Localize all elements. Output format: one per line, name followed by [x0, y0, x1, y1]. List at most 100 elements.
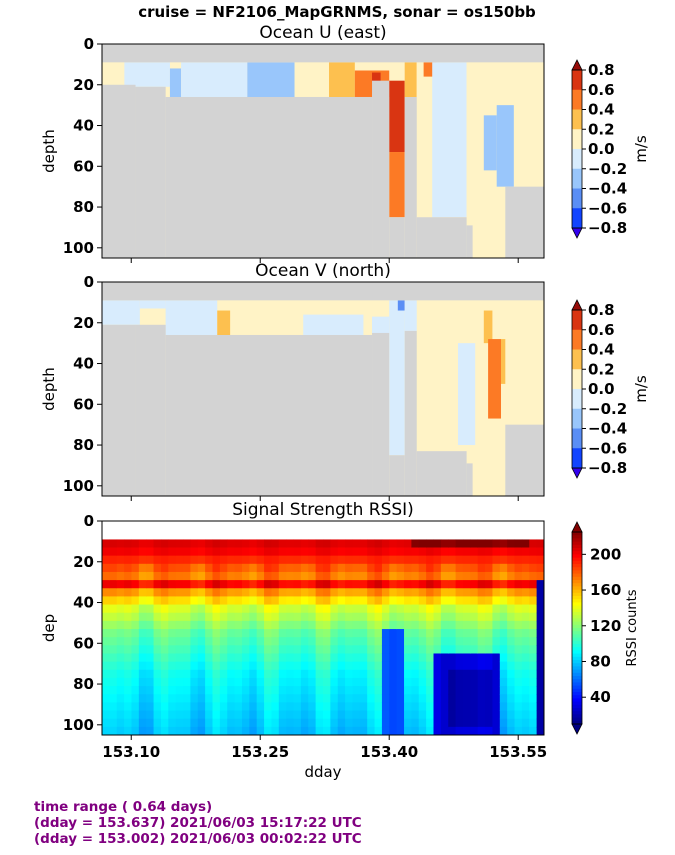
colorbar-segment: [572, 650, 582, 654]
rssi-cell: [456, 572, 464, 581]
rssi-cell: [198, 539, 206, 548]
rssi-cell: [478, 645, 486, 654]
rssi-cell: [485, 711, 493, 720]
rssi-cell: [235, 711, 243, 720]
y-tick-label: 20: [73, 314, 94, 332]
rssi-cell: [102, 580, 110, 589]
rssi-cell: [492, 621, 500, 630]
rssi-cell: [492, 539, 500, 548]
rssi-cell: [441, 613, 449, 622]
rssi-cell: [154, 662, 162, 671]
rssi-cell: [463, 678, 471, 687]
colorbar-segment: [572, 70, 582, 90]
colorbar-segment: [572, 409, 582, 429]
rssi-cell: [441, 678, 449, 687]
rssi-cell: [294, 613, 302, 622]
rssi-cell: [470, 588, 478, 597]
rssi-cell: [382, 564, 390, 573]
rssi-cell: [470, 596, 478, 605]
rssi-cell: [257, 564, 265, 573]
rssi-cell: [419, 539, 427, 548]
colorbar-segment: [572, 628, 582, 632]
rssi-cell: [375, 686, 383, 695]
rssi-cell: [529, 605, 537, 614]
rssi-cell: [102, 719, 110, 728]
rssi-cell: [448, 539, 456, 548]
rssi-cell: [249, 572, 257, 581]
rssi-cell: [190, 613, 198, 622]
rssi-cell: [323, 539, 331, 548]
rssi-cell: [456, 564, 464, 573]
rssi-cell: [264, 596, 272, 605]
colorbar-segment: [572, 660, 582, 664]
rssi-cell: [478, 547, 486, 556]
rssi-cell: [235, 678, 243, 687]
rssi-cell: [176, 678, 184, 687]
rssi-cell: [345, 678, 353, 687]
rssi-cell: [345, 547, 353, 556]
rssi-cell: [397, 711, 405, 720]
rssi-cell: [235, 572, 243, 581]
rssi-cell: [441, 662, 449, 671]
rssi-cell: [522, 564, 530, 573]
rssi-cell: [249, 727, 257, 736]
rssi-cell: [360, 686, 368, 695]
colorbar-segment: [572, 657, 582, 661]
rssi-cell: [146, 572, 154, 581]
rssi-cell: [507, 678, 515, 687]
panel-title: Ocean V (north): [255, 261, 391, 281]
rssi-cell: [264, 694, 272, 703]
colorbar-tick-label: −0.4: [588, 180, 627, 198]
rssi-cell: [537, 539, 545, 548]
rssi-cell: [500, 662, 508, 671]
rssi-cell: [397, 580, 405, 589]
rssi-cell: [448, 653, 456, 662]
rssi-cell: [249, 580, 257, 589]
rssi-cell: [352, 694, 360, 703]
rssi-cell: [301, 719, 309, 728]
rssi-cell: [470, 719, 478, 728]
rssi-cell: [213, 629, 221, 638]
colorbar-label: m/s: [632, 135, 650, 163]
rssi-cell: [522, 670, 530, 679]
rssi-cell: [507, 637, 515, 646]
colorbar-segment: [572, 558, 582, 562]
rssi-cell: [500, 645, 508, 654]
rssi-cell: [522, 637, 530, 646]
rssi-cell: [338, 678, 346, 687]
rssi-cell: [286, 572, 294, 581]
rssi-cell: [220, 662, 228, 671]
rssi-cell: [463, 645, 471, 654]
rssi-cell: [154, 645, 162, 654]
rssi-cell: [124, 711, 132, 720]
rssi-cell: [131, 662, 139, 671]
rssi-cell: [316, 670, 324, 679]
rssi-cell: [492, 605, 500, 614]
rssi-cell: [264, 719, 272, 728]
rssi-cell: [294, 727, 302, 736]
rssi-cell: [375, 719, 383, 728]
rssi-cell: [411, 727, 419, 736]
field-patch: [170, 68, 181, 97]
rssi-cell: [434, 605, 442, 614]
rssi-cell: [198, 605, 206, 614]
rssi-cell: [529, 686, 537, 695]
rssi-cell: [124, 629, 132, 638]
rssi-cell: [375, 588, 383, 597]
colorbar: 0.80.60.40.20.0−0.2−0.4−0.6−0.8m/s: [572, 60, 650, 238]
rssi-cell: [456, 727, 464, 736]
rssi-cell: [323, 572, 331, 581]
rssi-cell: [146, 686, 154, 695]
rssi-cell: [220, 556, 228, 565]
rssi-cell: [529, 645, 537, 654]
colorbar-segment: [572, 599, 582, 603]
rssi-cell: [183, 547, 191, 556]
rssi-cell: [316, 572, 324, 581]
rssi-cell: [434, 670, 442, 679]
rssi-cell: [235, 645, 243, 654]
rssi-cell: [338, 645, 346, 654]
rssi-cell: [323, 702, 331, 711]
rssi-cell: [235, 662, 243, 671]
rssi-cell: [411, 572, 419, 581]
rssi-cell: [308, 596, 316, 605]
